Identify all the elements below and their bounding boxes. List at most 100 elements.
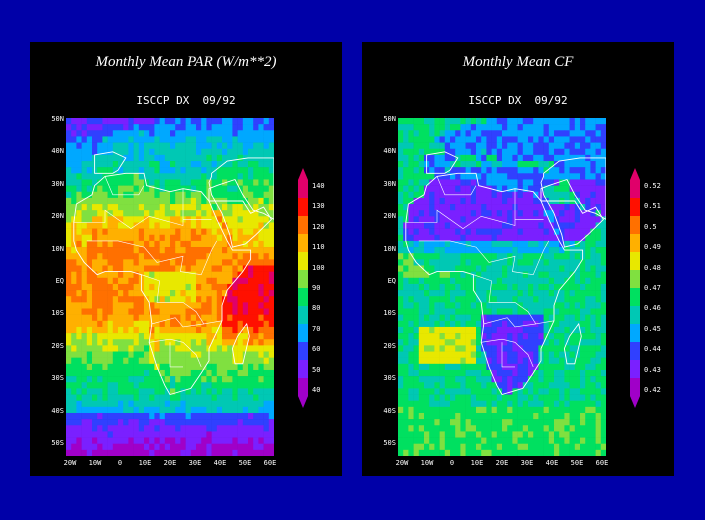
africa-coastline	[405, 172, 584, 396]
colorbar-segment	[298, 252, 308, 271]
colorbar-tick-label: 0.5	[644, 222, 657, 231]
country-border	[73, 188, 184, 229]
colorbar-segment	[630, 234, 640, 253]
longitude-tick-label: 60E	[595, 459, 609, 467]
colorbar-tick-label: 0.45	[644, 324, 661, 333]
country-border	[86, 240, 218, 276]
arabia-coastline	[540, 157, 606, 248]
latitude-tick-label: 10S	[51, 309, 64, 318]
latitude-tick-label: 10S	[383, 309, 396, 318]
latitude-tick-label: 30N	[51, 179, 64, 188]
colorbar-segment	[298, 342, 308, 361]
latitude-tick-label: 40S	[51, 406, 64, 415]
cf-map-canvas	[398, 118, 606, 456]
longitude-tick-label: 20E	[163, 459, 177, 467]
colorbar-tick-label: 70	[312, 324, 321, 333]
iberia-coastline	[94, 151, 127, 174]
longitude-tick-label: 10E	[470, 459, 484, 467]
par-map-canvas	[66, 118, 274, 456]
latitude-tick-label: 40N	[51, 147, 64, 156]
colorbar-tick-label: 50	[312, 365, 321, 374]
longitude-tick-label: 10W	[88, 459, 102, 467]
latitude-tick-label: 50S	[383, 439, 396, 447]
field-cells	[66, 118, 274, 456]
colorbar-segment	[630, 180, 640, 199]
latitude-tick-label: 20S	[383, 341, 396, 350]
madagascar-coastline	[563, 322, 582, 365]
colorbar-tick-label: 140	[312, 182, 325, 190]
longitude-tick-label: 40E	[213, 459, 227, 467]
colorbar-tick-label: 40	[312, 386, 321, 394]
arabia-coastline	[208, 157, 274, 248]
colorbar-min-arrow	[630, 396, 640, 408]
country-border	[405, 188, 516, 229]
longitude-tick-label: 30E	[520, 459, 534, 467]
latitude-tick-label: 30S	[51, 374, 64, 383]
colorbar-segment	[298, 360, 308, 379]
madagascar-coastline	[231, 322, 250, 365]
latitude-tick-label: 40S	[383, 406, 396, 415]
colorbar-segment	[630, 198, 640, 217]
colorbar-tick-label: 60	[312, 345, 321, 354]
colorbar-segment	[298, 234, 308, 253]
colorbar-tick-label: 0.47	[644, 284, 661, 292]
colorbar-segment	[298, 306, 308, 325]
country-border	[483, 317, 536, 328]
country-border	[169, 342, 183, 368]
longitude-tick-label: 10E	[138, 459, 152, 467]
country-border	[151, 317, 204, 328]
cf-map-title: Monthly Mean CF	[462, 54, 574, 70]
longitude-tick-label: 20W	[395, 459, 409, 467]
par-map-panel: Monthly Mean PAR (W/m**2) ISCCP DX 09/92…	[30, 42, 342, 476]
longitude-tick-label: 60E	[263, 459, 277, 467]
colorbar-segment	[630, 324, 640, 343]
colorbar-tick-label: 0.44	[644, 345, 661, 354]
colorbar-segment	[298, 324, 308, 343]
par-colorbar	[298, 168, 308, 408]
colorbar-tick-label: 0.42	[644, 386, 661, 394]
longitude-tick-label: 0	[449, 459, 455, 467]
colorbar-tick-label: 0.48	[644, 263, 661, 272]
longitude-tick-label: 0	[117, 459, 123, 467]
latitude-tick-label: 20N	[383, 212, 396, 221]
colorbar-tick-label: 90	[312, 284, 321, 292]
colorbar-segment	[298, 270, 308, 289]
colorbar-max-arrow	[298, 168, 308, 180]
latitude-tick-label: 10N	[383, 244, 396, 253]
colorbar-segment	[630, 360, 640, 379]
colorbar-max-arrow	[630, 168, 640, 180]
colorbar-segment	[630, 342, 640, 361]
colorbar-tick-label: 100	[312, 263, 325, 272]
colorbar-tick-label: 0.46	[644, 304, 661, 313]
colorbar-tick-label: 0.43	[644, 365, 661, 374]
field-cells	[398, 118, 606, 456]
latitude-tick-label: EQ	[387, 277, 396, 285]
colorbar-tick-label: 0.52	[644, 182, 661, 190]
country-border	[501, 342, 515, 368]
colorbar-segment	[298, 198, 308, 217]
par-map-subtitle: ISCCP DX 09/92	[136, 94, 236, 107]
latitude-tick-label: 50N	[383, 115, 396, 123]
country-border	[481, 338, 534, 368]
colorbar-segment	[630, 216, 640, 235]
longitude-tick-label: 10W	[420, 459, 434, 467]
longitude-tick-label: 20E	[495, 459, 509, 467]
colorbar-segment	[630, 288, 640, 307]
colorbar-segment	[630, 252, 640, 271]
latitude-tick-label: EQ	[55, 277, 64, 285]
colorbar-tick-label: 0.51	[644, 202, 661, 211]
colorbar-min-arrow	[298, 396, 308, 408]
latitude-tick-label: 20S	[51, 341, 64, 350]
colorbar-segment	[298, 180, 308, 199]
colorbar-tick-label: 80	[312, 304, 321, 313]
colorbar-tick-label: 0.49	[644, 243, 661, 252]
cf-colorbar	[630, 168, 640, 408]
longitude-tick-label: 30E	[188, 459, 202, 467]
country-border	[104, 176, 145, 196]
longitude-tick-label: 50E	[238, 459, 252, 467]
colorbar-tick-label: 130	[312, 202, 325, 211]
colorbar-segment	[298, 288, 308, 307]
colorbar-segment	[298, 378, 308, 397]
par-map-title: Monthly Mean PAR (W/m**2)	[95, 54, 277, 70]
colorbar-tick-label: 110	[312, 243, 325, 252]
